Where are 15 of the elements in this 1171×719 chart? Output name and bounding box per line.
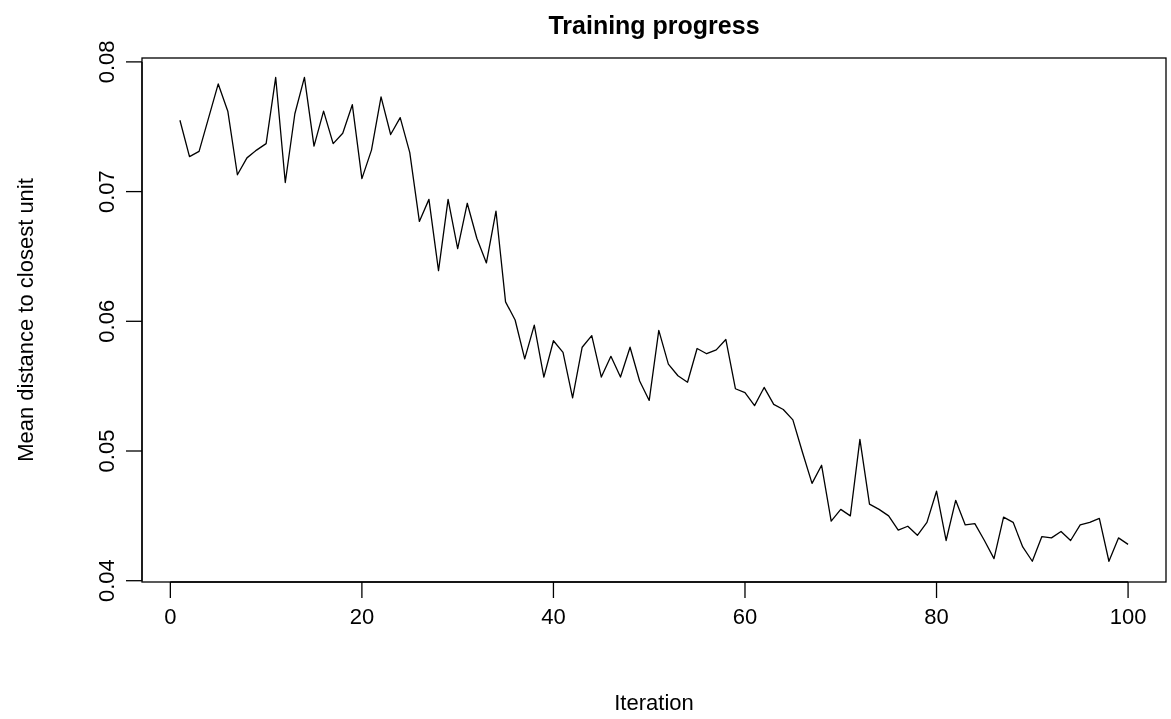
chart-title: Training progress	[548, 11, 760, 39]
x-axis-title: Iteration	[614, 690, 694, 715]
x-tick-label: 80	[924, 604, 949, 629]
x-tick-label: 100	[1109, 604, 1147, 629]
x-tick-label: 40	[541, 604, 566, 629]
x-tick-label: 60	[732, 604, 758, 629]
y-tick-label: 0.06	[94, 299, 119, 343]
line-series	[179, 76, 1129, 562]
x-tick-label: 20	[349, 604, 375, 629]
x-tick-label: 0	[164, 604, 177, 629]
y-tick-label: 0.07	[94, 170, 119, 214]
y-tick-label: 0.05	[94, 429, 119, 473]
y-tick-label: 0.04	[94, 559, 119, 603]
y-axis-title: Mean distance to closest unit	[13, 178, 38, 462]
y-tick-label: 0.08	[94, 40, 119, 84]
